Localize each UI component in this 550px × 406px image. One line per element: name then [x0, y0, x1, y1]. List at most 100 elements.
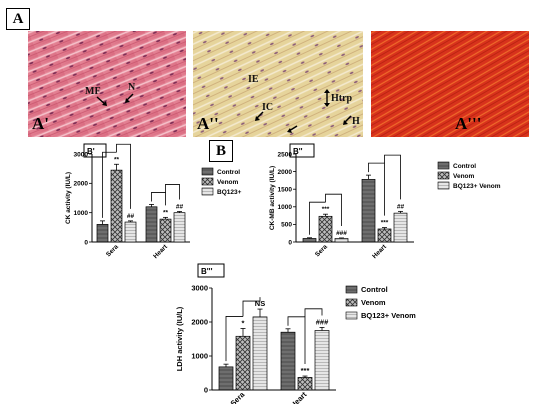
legend-label: Venom	[453, 173, 475, 180]
chart-ck-activity: B' 0 1000 2000 3000 CK activity (IU/L) ** ## Ser…	[65, 143, 242, 260]
significance-mark: ##	[397, 203, 405, 210]
significance-mark: ***	[322, 206, 330, 213]
arrow-icon	[287, 125, 298, 133]
annotation-ic: IC	[262, 102, 274, 113]
annotation-ie: IE	[248, 74, 259, 85]
significance-mark: NS	[255, 299, 265, 308]
comparison-bracket	[151, 192, 166, 206]
legend-swatch	[345, 285, 358, 294]
y-tick-label: 1000	[191, 351, 208, 360]
chart-panel-label-box	[197, 263, 225, 278]
legend-swatch	[437, 171, 450, 180]
micrograph-a-double-prime	[193, 31, 363, 137]
y-tick-label: 0	[204, 385, 208, 394]
bar-heart-1	[377, 228, 392, 243]
y-tick-label: 2500	[278, 151, 293, 158]
y-tick-label: 1000	[278, 204, 293, 211]
legend-swatch	[201, 187, 214, 196]
chart-ck-mb-activity: B'' 0 500 1000 1500 2000 2500 CK-MB activity (I…	[269, 143, 501, 260]
legend-swatch	[201, 167, 214, 176]
bar-heart-2	[173, 212, 186, 243]
annotation-htrp: Htrp	[331, 93, 353, 104]
bar-heart-0	[145, 206, 158, 243]
x-tick-label: Heart	[288, 390, 308, 404]
legend-label: Venom	[217, 179, 239, 186]
x-tick-label: Sera	[229, 389, 247, 404]
bar-sera-0	[218, 366, 234, 391]
micrograph-label-a-double-prime: A''	[197, 114, 219, 133]
micrograph-a-triple-prime	[371, 31, 529, 137]
comparison-bracket	[304, 308, 323, 317]
arrow-icon	[255, 111, 264, 121]
annotation-h: H	[352, 116, 360, 127]
comparison-bracket	[102, 151, 117, 218]
legend-swatch	[345, 298, 358, 307]
significance-mark: ###	[316, 317, 329, 326]
legend-label: BQ123+ Venom	[361, 311, 416, 320]
comparison-bracket	[116, 143, 131, 209]
comparison-bracket	[242, 297, 261, 317]
bar-sera-1	[235, 335, 251, 391]
comparison-bracket	[325, 193, 342, 226]
bar-sera-1	[318, 215, 333, 243]
chart-panel-label: B'	[87, 147, 95, 156]
significance-mark: **	[163, 209, 169, 216]
legend-label: Control	[361, 285, 388, 294]
significance-mark: ***	[301, 366, 310, 375]
y-tick-label: 2000	[191, 317, 208, 326]
arrow-icon	[96, 96, 107, 106]
y-tick-label: 0	[84, 239, 88, 246]
y-tick-label: 3000	[74, 151, 89, 158]
bar-sera-2	[252, 316, 268, 391]
chart-panel-label: B'''	[201, 267, 213, 276]
significance-mark: **	[114, 156, 120, 163]
bar-heart-2	[314, 330, 330, 391]
legend-label: Venom	[361, 298, 386, 307]
legend-swatch	[201, 177, 214, 186]
significance-mark: *	[242, 318, 245, 327]
double-arrow-icon	[324, 89, 330, 107]
bar-heart-0	[280, 331, 296, 391]
significance-mark: ##	[127, 213, 135, 220]
significance-mark: ##	[176, 203, 184, 210]
y-axis-label: CK activity (IU/L)	[65, 172, 72, 224]
bar-sera-1	[110, 169, 123, 243]
x-tick-label: Heart	[371, 243, 388, 260]
x-tick-label: Sera	[314, 243, 329, 258]
legend-swatch	[437, 181, 450, 190]
y-tick-label: 1500	[278, 187, 293, 194]
legend-swatch	[437, 161, 450, 170]
bar-sera-0	[302, 238, 317, 243]
bar-sera-0	[96, 224, 109, 243]
y-tick-label: 2000	[74, 181, 89, 188]
y-tick-label: 2000	[278, 169, 293, 176]
bar-sera-2	[334, 238, 349, 243]
chart-panel-label: B''	[293, 147, 303, 156]
arrow-icon	[125, 93, 134, 103]
legend-label: BQ123+ Venom	[453, 183, 501, 190]
comparison-bracket	[384, 154, 401, 200]
bar-sera-2	[124, 221, 137, 243]
y-tick-label: 500	[281, 222, 292, 229]
arrow-icon	[343, 115, 352, 125]
micrograph-label-a-prime: A'	[32, 114, 49, 133]
y-tick-label: 3000	[191, 283, 208, 292]
bar-heart-1	[297, 377, 313, 391]
y-axis-label: LDH activity (IU/L)	[175, 306, 184, 371]
y-axis-label: CK-MB activity (IU/L)	[269, 166, 276, 230]
bar-heart-1	[159, 218, 172, 243]
chart-ldh-activity: B''' 0 1000 2000 3000 LDH activity (IU/L) * NS S…	[175, 263, 416, 404]
comparison-bracket	[165, 184, 180, 200]
comparison-bracket	[368, 162, 385, 216]
micrograph-a-prime	[28, 31, 186, 137]
annotation-n: N	[128, 82, 136, 93]
bar-heart-0	[361, 178, 376, 243]
comparison-bracket	[225, 316, 243, 362]
significance-mark: ###	[336, 230, 347, 237]
legend-label: Control	[453, 163, 476, 170]
legend-swatch	[345, 311, 358, 320]
y-tick-label: 0	[288, 239, 292, 246]
micrograph-label-a-triple-prime: A'''	[455, 114, 482, 133]
comparison-bracket	[309, 201, 326, 235]
bar-heart-2	[393, 212, 408, 243]
